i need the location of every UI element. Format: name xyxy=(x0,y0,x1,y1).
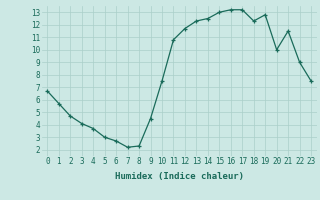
X-axis label: Humidex (Indice chaleur): Humidex (Indice chaleur) xyxy=(115,172,244,181)
